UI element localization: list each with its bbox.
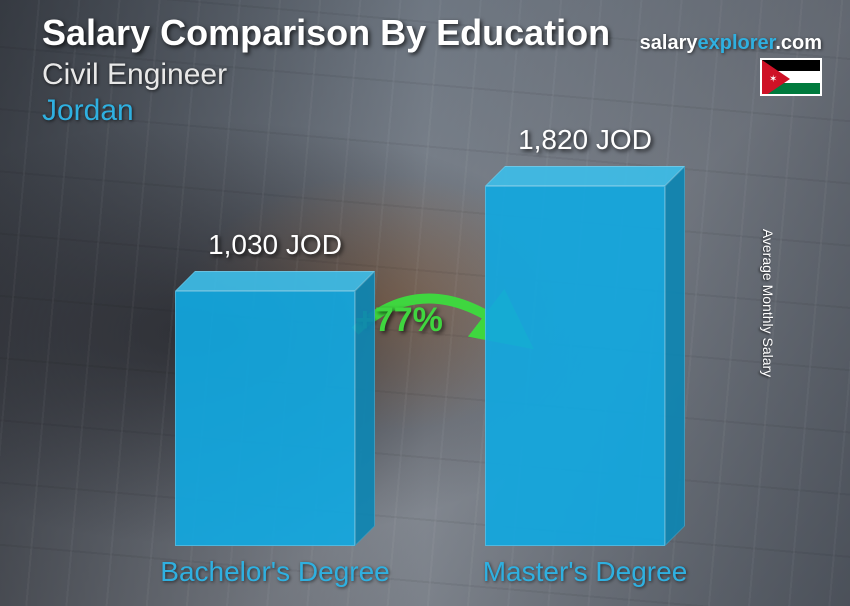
bar-value-label: 1,030 JOD	[165, 229, 385, 261]
country-flag-icon: ✶	[760, 58, 822, 96]
bar-value-label: 1,820 JOD	[475, 124, 695, 156]
bar-front	[485, 186, 665, 546]
subtitle-job: Civil Engineer	[42, 58, 830, 92]
bar-top	[175, 271, 375, 291]
chart-area: +77% 1,030 JOD1,820 JOD Bachelor's Degre…	[0, 146, 850, 606]
bar-category-label: Master's Degree	[455, 556, 715, 588]
brand-prefix: salary	[640, 32, 698, 54]
bar-side	[355, 271, 375, 546]
flag-star-icon: ✶	[769, 74, 777, 85]
brand-suffix: .com	[775, 32, 822, 54]
subtitle-country: Jordan	[42, 94, 830, 128]
bar-side	[665, 166, 685, 546]
header: Salary Comparison By Education Civil Eng…	[42, 12, 830, 128]
brand-logo: salaryexplorer.com	[640, 32, 822, 55]
bar-category-label: Bachelor's Degree	[145, 556, 405, 588]
bar-front	[175, 291, 355, 546]
brand-accent: explorer	[697, 32, 775, 54]
bar-top	[485, 166, 685, 186]
